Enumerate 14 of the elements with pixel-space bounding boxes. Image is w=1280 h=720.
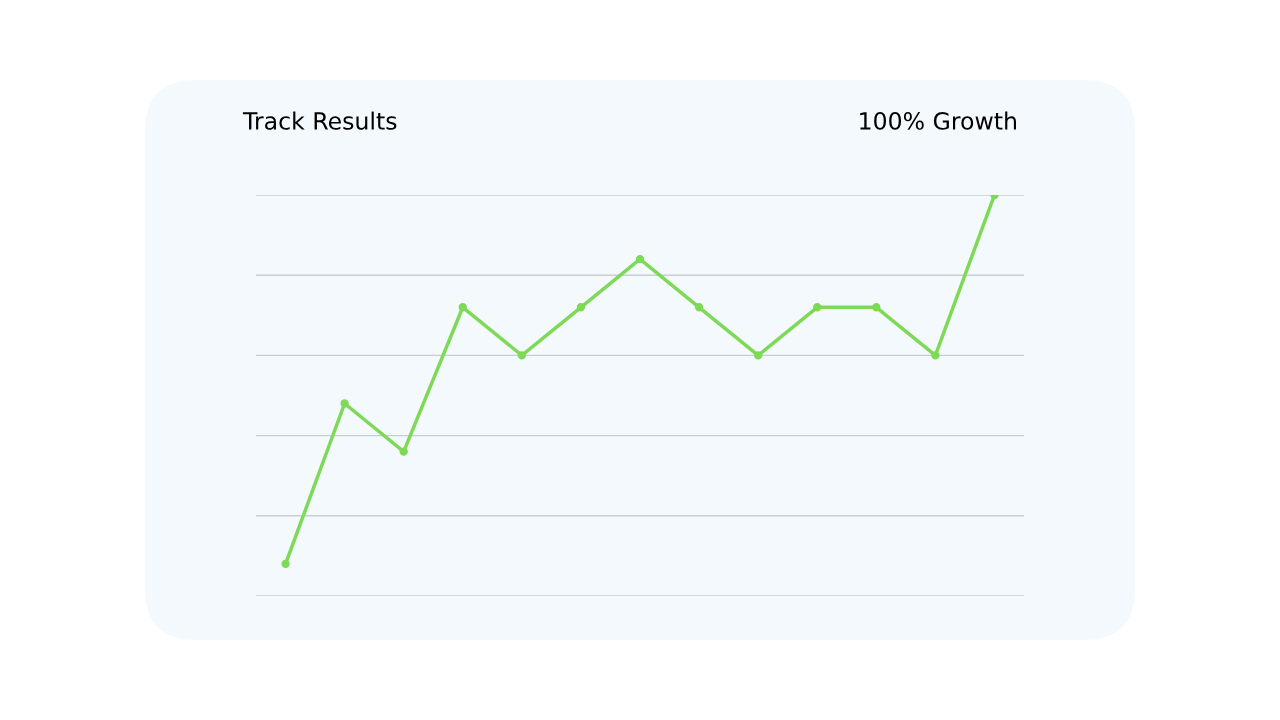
point [340, 399, 349, 408]
point [813, 303, 822, 312]
point [872, 303, 881, 312]
point [458, 303, 467, 312]
point [753, 351, 763, 360]
point [576, 303, 586, 312]
point [694, 303, 704, 312]
point [517, 351, 527, 360]
point [931, 351, 940, 360]
point [281, 559, 290, 569]
chart-title: Track Results [242, 111, 397, 130]
point [635, 254, 645, 264]
text: 100% Growth [860, 111, 1016, 130]
point [399, 447, 408, 456]
